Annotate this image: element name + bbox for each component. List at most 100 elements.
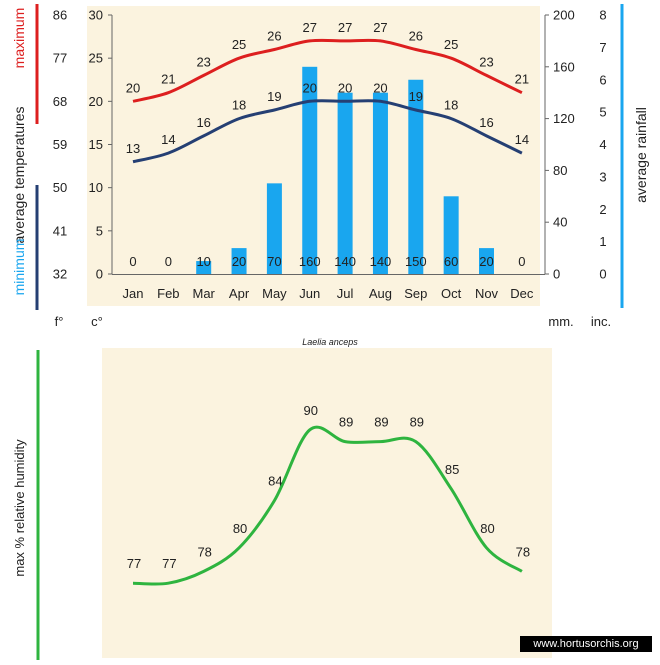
max-temp-label-sep: 26	[409, 29, 423, 44]
rain-label-oct: 60	[444, 254, 458, 269]
humidity-label-8: 89	[374, 415, 388, 430]
unit-inch: inc.	[591, 314, 611, 329]
max-temp-label-feb: 21	[161, 72, 175, 87]
rain-label-nov: 20	[479, 254, 493, 269]
x-tick-jul: Jul	[337, 286, 354, 301]
mm-tick-160: 160	[553, 59, 575, 74]
mm-tick-200: 200	[553, 8, 575, 23]
max-temp-label-oct: 25	[444, 37, 458, 52]
rain-label-jun: 160	[299, 254, 321, 269]
min-temp-label-jun: 20	[303, 80, 317, 95]
x-tick-feb: Feb	[157, 286, 179, 301]
inch-tick-1: 1	[599, 234, 606, 249]
min-temp-label-feb: 14	[161, 132, 175, 147]
min-temp-label-nov: 16	[479, 115, 493, 130]
fahrenheit-tick-59: 59	[53, 137, 67, 152]
humidity-label-10: 85	[445, 462, 459, 477]
rain-label-mar: 10	[196, 254, 210, 269]
max-temp-label-nov: 23	[479, 54, 493, 69]
celsius-tick-25: 25	[89, 51, 103, 66]
min-temp-label-sep: 19	[409, 89, 423, 104]
rain-label-jan: 0	[129, 254, 136, 269]
rain-bar-sep	[408, 79, 424, 274]
max-temp-label-may: 26	[267, 29, 281, 44]
x-tick-nov: Nov	[475, 286, 499, 301]
x-tick-aug: Aug	[369, 286, 392, 301]
rain-label-jul: 140	[334, 254, 356, 269]
x-tick-dec: Dec	[510, 286, 534, 301]
celsius-tick-15: 15	[89, 137, 103, 152]
humidity-label-7: 89	[339, 415, 353, 430]
min-temp-label-jul: 20	[338, 80, 352, 95]
rain-label-dec: 0	[518, 254, 525, 269]
inch-tick-6: 6	[599, 72, 606, 87]
mm-tick-0: 0	[553, 267, 560, 282]
mm-tick-120: 120	[553, 111, 575, 126]
inch-tick-2: 2	[599, 202, 606, 217]
rain-bar-may	[266, 183, 282, 274]
unit-celsius: c°	[91, 314, 103, 329]
rain-label-may: 70	[267, 254, 281, 269]
x-tick-oct: Oct	[441, 286, 462, 301]
credit-watermark: www.hortusorchis.org	[520, 636, 652, 652]
max-temp-label-dec: 21	[515, 72, 529, 87]
x-tick-jun: Jun	[299, 286, 320, 301]
fahrenheit-tick-41: 41	[53, 223, 67, 238]
max-temp-label-jun: 27	[303, 20, 317, 35]
rain-label-aug: 140	[370, 254, 392, 269]
fahrenheit-tick-32: 32	[53, 267, 67, 282]
fahrenheit-tick-86: 86	[53, 8, 67, 23]
inch-tick-8: 8	[599, 8, 606, 23]
axes: 0510152025303241505968778604080120160200…	[53, 8, 607, 302]
x-tick-may: May	[262, 286, 287, 301]
rain-bar-nov	[479, 248, 494, 274]
fahrenheit-tick-68: 68	[53, 94, 67, 109]
rainfall-bars	[196, 66, 494, 274]
rain-bar-apr	[231, 248, 247, 274]
max-temp-label-mar: 23	[196, 54, 210, 69]
humidity-label-5: 84	[268, 474, 282, 489]
label-average-rainfall: average rainfall	[633, 107, 649, 203]
x-tick-jan: Jan	[123, 286, 144, 301]
label-average: average	[11, 193, 27, 244]
min-temp-label-aug: 20	[373, 80, 387, 95]
humidity-chart-background	[102, 348, 552, 658]
min-temp-label-may: 19	[267, 89, 281, 104]
humidity-label-12: 78	[516, 544, 530, 559]
min-temp-label-apr: 18	[232, 98, 246, 113]
fahrenheit-tick-50: 50	[53, 180, 67, 195]
rain-bar-mar	[196, 261, 212, 274]
max-temp-label-jan: 20	[126, 80, 140, 95]
unit-fahrenheit: f°	[55, 314, 64, 329]
min-temp-label-jan: 13	[126, 141, 140, 156]
min-temp-label-mar: 16	[196, 115, 210, 130]
max-temp-label-jul: 27	[338, 20, 352, 35]
humidity-line	[132, 425, 523, 586]
unit-mm: mm.	[548, 314, 573, 329]
data-labels: 20 21 23 25 26 27 27 27 26 25 23 21 13 14 16 18 19 20 20 20…	[126, 20, 529, 269]
rain-label-feb: 0	[165, 254, 172, 269]
label-temperatures: temperatures	[11, 107, 27, 189]
rain-bar-oct	[443, 196, 459, 274]
x-tick-mar: Mar	[193, 286, 216, 301]
celsius-tick-0: 0	[96, 267, 103, 282]
min-temp-label-dec: 14	[515, 132, 529, 147]
fahrenheit-tick-77: 77	[53, 51, 67, 66]
celsius-tick-10: 10	[89, 180, 103, 195]
species-caption: Laelia anceps	[302, 337, 358, 347]
celsius-tick-5: 5	[96, 223, 103, 238]
max-temp-line	[132, 38, 523, 103]
label-maximum: maximum	[11, 8, 27, 69]
humidity-chart: 77 77 78 80 84 90 89 89 89 85 80 78	[127, 403, 530, 586]
min-temp-label-oct: 18	[444, 98, 458, 113]
inch-tick-7: 7	[599, 40, 606, 55]
humidity-label-4: 80	[233, 521, 247, 536]
inch-tick-3: 3	[599, 169, 606, 184]
rain-bar-jun	[302, 66, 318, 274]
humidity-label-9: 89	[410, 415, 424, 430]
label-minimum: minimum	[11, 239, 27, 296]
inch-tick-4: 4	[599, 137, 606, 152]
celsius-tick-30: 30	[89, 8, 103, 23]
min-temp-line	[132, 99, 523, 164]
